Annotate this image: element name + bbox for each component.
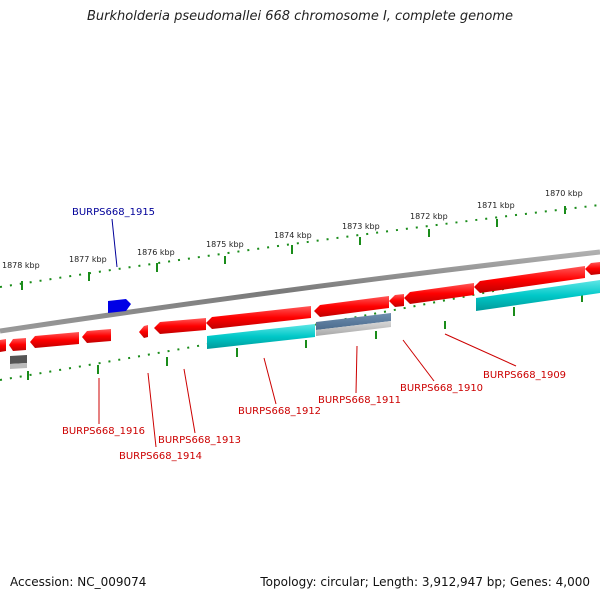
accession-label: Accession: NC_009074 [10,575,147,589]
tick-label-1872: 1872 kbp [410,212,448,221]
gene-block [82,329,111,343]
leader-lines [98,218,517,448]
leader-line [263,357,277,405]
gene-block [585,262,600,275]
gene-block [314,296,389,317]
tick-label-1877: 1877 kbp [69,255,107,264]
gene-label-1911[interactable]: BURPS668_1911 [318,395,401,406]
gene-block-1910 [404,283,474,304]
gene-block-1909 [476,280,600,311]
tick-label-1873: 1873 kbp [342,222,380,231]
leader-line [402,339,435,382]
gene-label-1914[interactable]: BURPS668_1914 [119,451,202,462]
gene-block-1911 [316,313,391,330]
gene-label-1913[interactable]: BURPS668_1913 [158,435,241,446]
gene-blocks [0,262,600,369]
gene-block-1915 [108,299,131,313]
gene-label-1909[interactable]: BURPS668_1909 [483,370,566,381]
outer-scale-track [0,204,600,288]
tick-label-1875: 1875 kbp [206,240,244,249]
map-title: Burkholderia pseudomallei 668 chromosome… [86,9,514,24]
gene-block-1913 [154,318,206,334]
gene-block [10,363,27,369]
gene-label-1916[interactable]: BURPS668_1916 [62,426,145,437]
tick-label-1878: 1878 kbp [2,261,40,270]
gene-block-1914 [139,325,148,338]
tick-label-1870: 1870 kbp [545,189,583,198]
gene-block [0,339,6,352]
gene-block-1911-shade [316,321,391,336]
gene-block [10,355,27,364]
gene-block [474,266,585,293]
inner-ticks [27,294,583,380]
leader-line [111,218,118,268]
tick-label-1876: 1876 kbp [137,248,175,257]
leader-line [147,372,157,448]
gene-block-1916 [30,332,79,348]
gene-block [206,306,311,329]
topology-label: Topology: circular; Length: 3,912,947 bp… [260,575,590,589]
gene-label-1915[interactable]: BURPS668_1915 [72,207,155,218]
gene-block [9,338,26,351]
gene-block-1912 [207,324,315,349]
gene-label-1910[interactable]: BURPS668_1910 [400,383,483,394]
leader-line [183,368,196,434]
outer-ticks [21,206,566,290]
leader-line [444,333,517,367]
genome-backbone [0,249,600,334]
tick-label-1871: 1871 kbp [477,201,515,210]
tick-label-1874: 1874 kbp [274,231,312,240]
gene-label-1912[interactable]: BURPS668_1912 [238,406,321,417]
leader-line [355,345,358,394]
gene-block [389,294,404,307]
